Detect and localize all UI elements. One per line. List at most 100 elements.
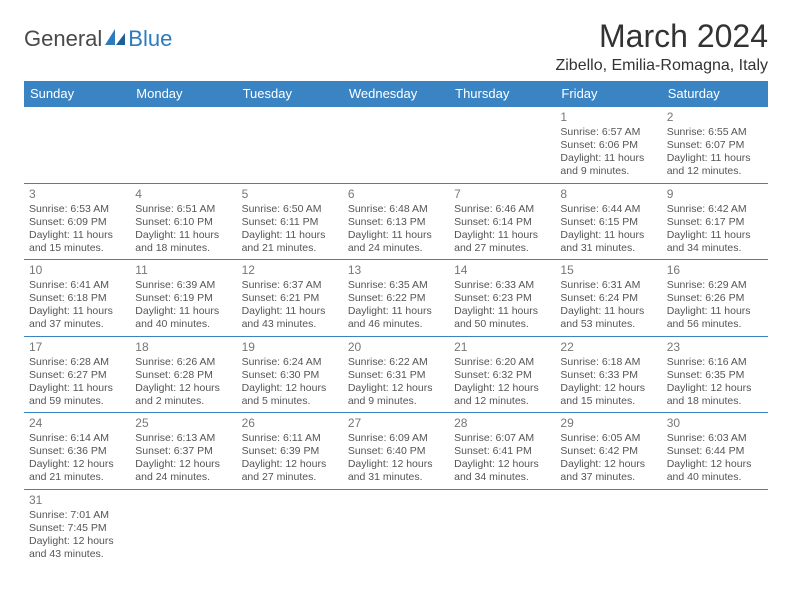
calendar-week-row: 31Sunrise: 7:01 AMSunset: 7:45 PMDayligh…: [24, 489, 768, 565]
sunset-line: Sunset: 6:23 PM: [454, 292, 550, 305]
day-number: 27: [348, 416, 444, 431]
calendar-day-cell: 19Sunrise: 6:24 AMSunset: 6:30 PMDayligh…: [237, 336, 343, 413]
sunset-line: Sunset: 6:18 PM: [29, 292, 125, 305]
day-number: 8: [560, 187, 656, 202]
sunrise-line: Sunrise: 6:37 AM: [242, 279, 338, 292]
day-number: 11: [135, 263, 231, 278]
header: General Blue March 2024 Zibello, Emilia-…: [24, 18, 768, 75]
sunrise-line: Sunrise: 6:22 AM: [348, 356, 444, 369]
daylight-line: Daylight: 11 hours and 37 minutes.: [29, 305, 125, 331]
day-number: 15: [560, 263, 656, 278]
day-number: 19: [242, 340, 338, 355]
calendar-day-cell: 26Sunrise: 6:11 AMSunset: 6:39 PMDayligh…: [237, 413, 343, 490]
sunset-line: Sunset: 6:37 PM: [135, 445, 231, 458]
day-number: 29: [560, 416, 656, 431]
calendar-day-cell: [662, 489, 768, 565]
sunset-line: Sunset: 6:41 PM: [454, 445, 550, 458]
daylight-line: Daylight: 12 hours and 40 minutes.: [667, 458, 763, 484]
daylight-line: Daylight: 12 hours and 24 minutes.: [135, 458, 231, 484]
calendar-day-cell: [130, 489, 236, 565]
sunset-line: Sunset: 6:39 PM: [242, 445, 338, 458]
sunrise-line: Sunrise: 6:13 AM: [135, 432, 231, 445]
daylight-line: Daylight: 12 hours and 31 minutes.: [348, 458, 444, 484]
logo-text-b: Blue: [128, 26, 172, 52]
daylight-line: Daylight: 12 hours and 21 minutes.: [29, 458, 125, 484]
sunset-line: Sunset: 6:17 PM: [667, 216, 763, 229]
sunrise-line: Sunrise: 6:55 AM: [667, 126, 763, 139]
calendar-day-cell: 3Sunrise: 6:53 AMSunset: 6:09 PMDaylight…: [24, 183, 130, 260]
calendar-day-cell: 6Sunrise: 6:48 AMSunset: 6:13 PMDaylight…: [343, 183, 449, 260]
daylight-line: Daylight: 11 hours and 50 minutes.: [454, 305, 550, 331]
calendar-day-cell: 22Sunrise: 6:18 AMSunset: 6:33 PMDayligh…: [555, 336, 661, 413]
calendar-day-cell: [130, 107, 236, 184]
calendar-day-cell: 21Sunrise: 6:20 AMSunset: 6:32 PMDayligh…: [449, 336, 555, 413]
day-header-row: Sunday Monday Tuesday Wednesday Thursday…: [24, 81, 768, 107]
sunset-line: Sunset: 6:28 PM: [135, 369, 231, 382]
day-number: 2: [667, 110, 763, 125]
sunset-line: Sunset: 6:36 PM: [29, 445, 125, 458]
sunset-line: Sunset: 6:19 PM: [135, 292, 231, 305]
day-header: Sunday: [24, 81, 130, 107]
sunset-line: Sunset: 6:07 PM: [667, 139, 763, 152]
title-block: March 2024 Zibello, Emilia-Romagna, Ital…: [555, 18, 768, 75]
calendar-day-cell: 13Sunrise: 6:35 AMSunset: 6:22 PMDayligh…: [343, 260, 449, 337]
day-number: 20: [348, 340, 444, 355]
daylight-line: Daylight: 12 hours and 27 minutes.: [242, 458, 338, 484]
sunset-line: Sunset: 6:33 PM: [560, 369, 656, 382]
calendar-week-row: 17Sunrise: 6:28 AMSunset: 6:27 PMDayligh…: [24, 336, 768, 413]
calendar-day-cell: [343, 489, 449, 565]
sunset-line: Sunset: 6:44 PM: [667, 445, 763, 458]
day-header: Monday: [130, 81, 236, 107]
daylight-line: Daylight: 11 hours and 27 minutes.: [454, 229, 550, 255]
sunrise-line: Sunrise: 6:57 AM: [560, 126, 656, 139]
day-number: 24: [29, 416, 125, 431]
day-number: 9: [667, 187, 763, 202]
calendar-day-cell: 4Sunrise: 6:51 AMSunset: 6:10 PMDaylight…: [130, 183, 236, 260]
sunrise-line: Sunrise: 6:16 AM: [667, 356, 763, 369]
sunset-line: Sunset: 6:27 PM: [29, 369, 125, 382]
sunrise-line: Sunrise: 6:50 AM: [242, 203, 338, 216]
day-number: 31: [29, 493, 125, 508]
sunset-line: Sunset: 6:32 PM: [454, 369, 550, 382]
calendar-day-cell: [449, 489, 555, 565]
calendar-week-row: 10Sunrise: 6:41 AMSunset: 6:18 PMDayligh…: [24, 260, 768, 337]
sunset-line: Sunset: 7:45 PM: [29, 522, 125, 535]
day-header: Tuesday: [237, 81, 343, 107]
calendar-day-cell: 23Sunrise: 6:16 AMSunset: 6:35 PMDayligh…: [662, 336, 768, 413]
day-header: Thursday: [449, 81, 555, 107]
daylight-line: Daylight: 11 hours and 40 minutes.: [135, 305, 231, 331]
sunrise-line: Sunrise: 6:11 AM: [242, 432, 338, 445]
daylight-line: Daylight: 12 hours and 18 minutes.: [667, 382, 763, 408]
sunrise-line: Sunrise: 6:20 AM: [454, 356, 550, 369]
sunset-line: Sunset: 6:26 PM: [667, 292, 763, 305]
calendar-day-cell: 20Sunrise: 6:22 AMSunset: 6:31 PMDayligh…: [343, 336, 449, 413]
sunset-line: Sunset: 6:13 PM: [348, 216, 444, 229]
sunrise-line: Sunrise: 6:05 AM: [560, 432, 656, 445]
daylight-line: Daylight: 12 hours and 9 minutes.: [348, 382, 444, 408]
sunrise-line: Sunrise: 6:14 AM: [29, 432, 125, 445]
calendar-day-cell: [237, 489, 343, 565]
sunset-line: Sunset: 6:31 PM: [348, 369, 444, 382]
day-header: Friday: [555, 81, 661, 107]
calendar-body: 1Sunrise: 6:57 AMSunset: 6:06 PMDaylight…: [24, 107, 768, 566]
sunrise-line: Sunrise: 6:44 AM: [560, 203, 656, 216]
day-number: 5: [242, 187, 338, 202]
sunrise-line: Sunrise: 6:31 AM: [560, 279, 656, 292]
daylight-line: Daylight: 12 hours and 37 minutes.: [560, 458, 656, 484]
daylight-line: Daylight: 12 hours and 2 minutes.: [135, 382, 231, 408]
sunrise-line: Sunrise: 6:18 AM: [560, 356, 656, 369]
daylight-line: Daylight: 11 hours and 18 minutes.: [135, 229, 231, 255]
calendar-day-cell: [237, 107, 343, 184]
sunrise-line: Sunrise: 6:46 AM: [454, 203, 550, 216]
sunset-line: Sunset: 6:10 PM: [135, 216, 231, 229]
calendar-day-cell: 18Sunrise: 6:26 AMSunset: 6:28 PMDayligh…: [130, 336, 236, 413]
calendar-day-cell: 7Sunrise: 6:46 AMSunset: 6:14 PMDaylight…: [449, 183, 555, 260]
calendar-day-cell: [343, 107, 449, 184]
daylight-line: Daylight: 11 hours and 21 minutes.: [242, 229, 338, 255]
daylight-line: Daylight: 11 hours and 46 minutes.: [348, 305, 444, 331]
daylight-line: Daylight: 11 hours and 59 minutes.: [29, 382, 125, 408]
day-header: Wednesday: [343, 81, 449, 107]
sunrise-line: Sunrise: 6:41 AM: [29, 279, 125, 292]
calendar-day-cell: 10Sunrise: 6:41 AMSunset: 6:18 PMDayligh…: [24, 260, 130, 337]
sunset-line: Sunset: 6:30 PM: [242, 369, 338, 382]
